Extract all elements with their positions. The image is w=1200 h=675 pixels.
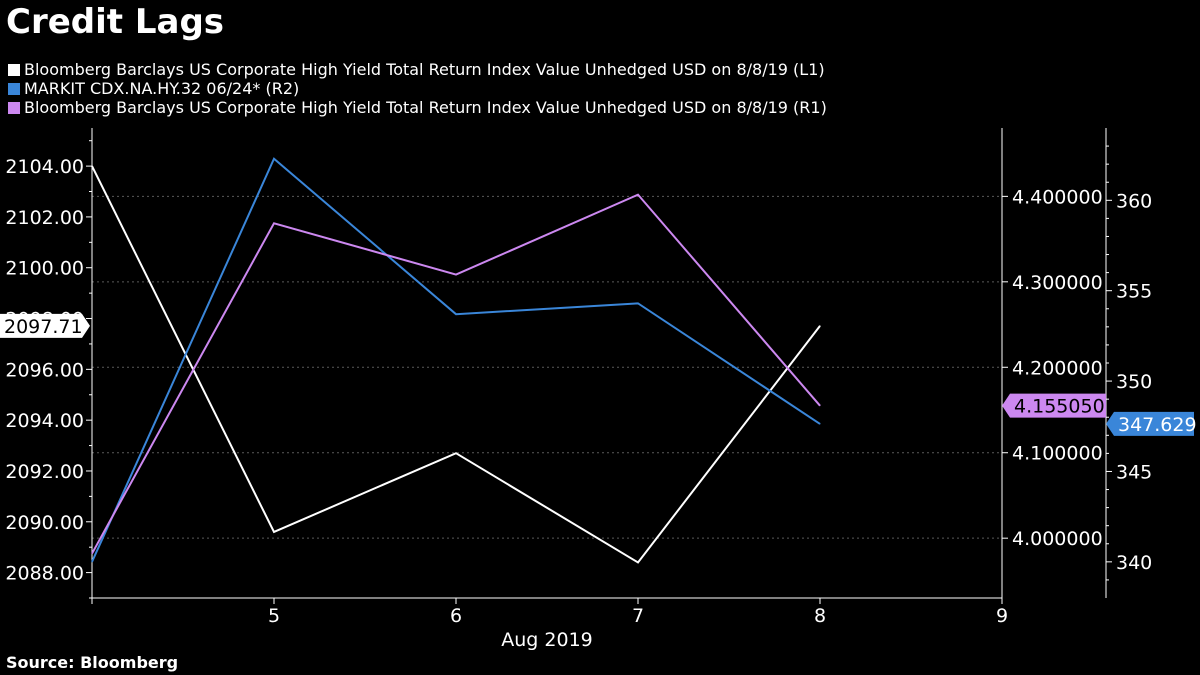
legend-item-r2[interactable]: MARKIT CDX.NA.HY.32 06/24* (R2) [8, 79, 827, 98]
x-tick-label-3: 8 [814, 605, 826, 627]
chart-title: Credit Lags [6, 2, 225, 42]
r1-tick-label-2: 4.200000 [1012, 357, 1103, 379]
x-tick-label-1: 6 [450, 605, 462, 627]
l1-tick-label-7: 2090.00 [5, 512, 84, 534]
r1-tick-label-4: 4.000000 [1012, 528, 1103, 550]
legend-item-r1[interactable]: Bloomberg Barclays US Corporate High Yie… [8, 98, 827, 117]
last-value-label-l1: 2097.71 [4, 316, 83, 338]
legend-item-l1[interactable]: Bloomberg Barclays US Corporate High Yie… [8, 60, 827, 79]
legend-label-r2: MARKIT CDX.NA.HY.32 06/24* (R2) [24, 79, 300, 98]
data-point-r2-2 [455, 313, 457, 315]
r2-tick-label-3: 345 [1116, 461, 1152, 483]
data-point-r1-4 [819, 405, 821, 407]
x-tick-label-4: 9 [996, 605, 1008, 627]
legend-swatch-l1 [8, 63, 20, 76]
data-point-l1-2 [455, 452, 457, 454]
r2-tick-label-2: 350 [1116, 371, 1152, 393]
r2-tick-label-0: 360 [1116, 190, 1152, 212]
r2-tick-label-1: 355 [1116, 281, 1152, 303]
last-value-label-r2: 347.629 [1118, 414, 1197, 436]
data-point-r2-1 [273, 158, 275, 160]
data-point-l1-3 [637, 561, 639, 563]
data-point-r1-1 [273, 222, 275, 224]
l1-tick-label-4: 2096.00 [5, 359, 84, 381]
data-point-r1-3 [637, 194, 639, 196]
legend-label-l1: Bloomberg Barclays US Corporate High Yie… [24, 60, 825, 79]
l1-tick-label-8: 2088.00 [5, 563, 84, 585]
l1-tick-label-0: 2104.00 [5, 156, 84, 178]
l1-tick-label-5: 2094.00 [5, 410, 84, 432]
r1-tick-label-0: 4.400000 [1012, 186, 1103, 208]
r2-tick-label-4: 340 [1116, 552, 1152, 574]
x-tick-label-2: 7 [632, 605, 644, 627]
r1-tick-label-3: 4.100000 [1012, 443, 1103, 465]
x-tick-label-0: 5 [268, 605, 280, 627]
source-note: Source: Bloomberg [6, 653, 179, 672]
data-point-r2-3 [637, 302, 639, 304]
series-line-r2 [91, 157, 821, 563]
last-value-tag-r1 [1002, 393, 1106, 418]
l1-tick-label-6: 2092.00 [5, 461, 84, 483]
l1-tick-label-2: 2100.00 [5, 258, 84, 280]
legend: Bloomberg Barclays US Corporate High Yie… [8, 60, 827, 117]
last-value-tag-l1 [0, 313, 90, 338]
data-point-l1-0 [91, 165, 93, 167]
x-axis-label: Aug 2019 [501, 629, 593, 651]
data-point-r2-4 [819, 423, 821, 425]
series-line-r1 [91, 193, 821, 555]
last-value-label-r1: 4.155050 [1014, 396, 1105, 418]
data-point-r1-2 [455, 274, 457, 276]
data-point-r1-0 [91, 553, 93, 555]
data-point-l1-1 [273, 531, 275, 533]
series-line-l1 [91, 165, 821, 564]
r1-tick-label-1: 4.300000 [1012, 272, 1103, 294]
legend-swatch-r2 [8, 82, 20, 95]
data-point-l1-4 [819, 325, 821, 327]
legend-label-r1: Bloomberg Barclays US Corporate High Yie… [24, 98, 827, 117]
data-point-r2-0 [91, 561, 93, 563]
last-value-tag-r2 [1106, 411, 1194, 436]
l1-tick-label-1: 2102.00 [5, 207, 84, 229]
legend-swatch-r1 [8, 101, 20, 114]
